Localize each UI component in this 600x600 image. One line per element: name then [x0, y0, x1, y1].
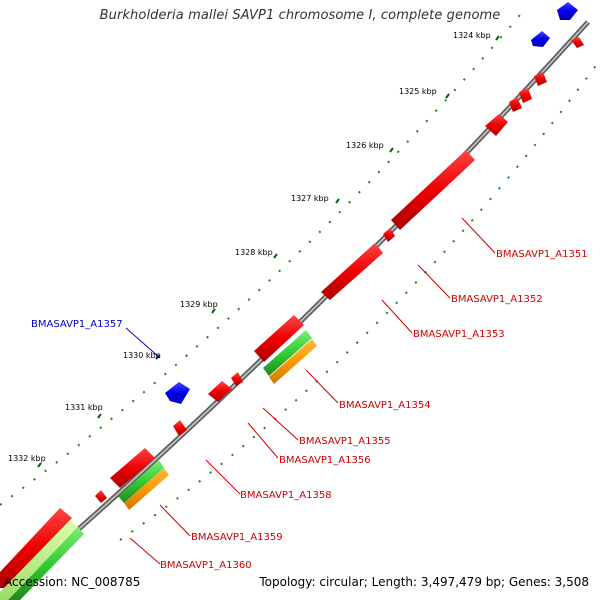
reverse-cds-a1351[interactable] [391, 150, 475, 230]
gene-label[interactable]: BMASAVP1_A1357 [31, 319, 123, 330]
tick-label: 1329 kbp [180, 300, 218, 309]
reverse-cds[interactable] [485, 114, 508, 136]
reverse-cds-a1353[interactable] [254, 315, 304, 362]
tick-label: 1327 kbp [291, 194, 329, 203]
reverse-cds[interactable] [383, 228, 395, 242]
reverse-cds[interactable] [95, 490, 107, 503]
leader-line [159, 504, 191, 537]
gene-label[interactable]: BMASAVP1_A1351 [496, 249, 588, 260]
reverse-cds-a1355[interactable] [231, 372, 243, 386]
reverse-cds[interactable] [571, 37, 584, 48]
reverse-cds[interactable] [509, 97, 522, 112]
map-title: Burkholderia mallei SAVP1 chromosome I, … [99, 8, 501, 23]
reverse-cds[interactable] [173, 420, 187, 436]
gene-label[interactable]: BMASAVP1_A1359 [191, 532, 283, 543]
tick-label: 1331 kbp [65, 403, 103, 412]
reverse-cds[interactable] [534, 72, 547, 86]
reverse-cds-a1358[interactable] [110, 448, 155, 488]
accession-text: Accession: NC_008785 [4, 575, 141, 589]
rna-gene-a1359-green[interactable] [118, 460, 164, 503]
gene-label[interactable]: BMASAVP1_A1360 [160, 560, 252, 571]
reverse-features [0, 37, 584, 588]
leader-line [381, 299, 413, 334]
forward-cds[interactable] [557, 2, 578, 20]
tick-label: 1324 kbp [453, 31, 491, 40]
rna-gene-light[interactable] [0, 520, 78, 600]
tick-labels: 1324 kbp 1325 kbp 1326 kbp 1327 kbp 1328… [8, 31, 491, 463]
gene-label[interactable]: BMASAVP1_A1356 [279, 455, 371, 466]
reverse-cds[interactable] [519, 88, 532, 103]
gene-label[interactable]: BMASAVP1_A1352 [451, 294, 543, 305]
leader-line [129, 537, 161, 565]
leader-line [205, 459, 241, 495]
rna-gene-a1354-orange[interactable] [269, 339, 317, 384]
scale-ring-outer [0, 14, 521, 506]
rna-gene-a1359-orange[interactable] [124, 468, 169, 510]
genome-summary-text: Topology: circular; Length: 3,497,479 bp… [259, 575, 589, 589]
forward-features [165, 2, 578, 404]
genome-backbone-highlight [0, 21, 589, 599]
rna-features [0, 330, 317, 600]
reverse-cds-a1352[interactable] [321, 243, 383, 300]
tick-label: 1326 kbp [346, 141, 384, 150]
gene-label[interactable]: BMASAVP1_A1354 [339, 400, 431, 411]
gene-labels: BMASAVP1_A1351 BMASAVP1_A1352 BMASAVP1_A… [31, 249, 588, 571]
reverse-cds-a1360[interactable] [0, 508, 72, 588]
rna-gene-a1354-green[interactable] [263, 330, 312, 376]
forward-cds-a1357[interactable] [165, 382, 190, 404]
gene-label[interactable]: BMASAVP1_A1353 [413, 329, 505, 340]
leader-line [247, 422, 279, 459]
gene-label[interactable]: BMASAVP1_A1358 [240, 490, 332, 501]
gene-label[interactable]: BMASAVP1_A1355 [299, 436, 391, 447]
tick-label: 1328 kbp [235, 248, 273, 257]
leader-line [305, 369, 339, 404]
leader-line [417, 264, 451, 299]
tick-label: 1330 kbp [123, 351, 161, 360]
forward-cds[interactable] [531, 31, 550, 47]
leader-line [262, 407, 299, 441]
leader-line-forward [125, 327, 161, 359]
tick-label: 1332 kbp [8, 454, 46, 463]
genome-backbone [0, 20, 590, 600]
leader-lines [125, 217, 496, 565]
leader-line [461, 217, 496, 254]
major-ticks [37, 35, 500, 468]
reverse-cds-a1356[interactable] [208, 381, 232, 402]
tick-label: 1325 kbp [399, 87, 437, 96]
rna-gene-light-green[interactable] [8, 527, 84, 600]
